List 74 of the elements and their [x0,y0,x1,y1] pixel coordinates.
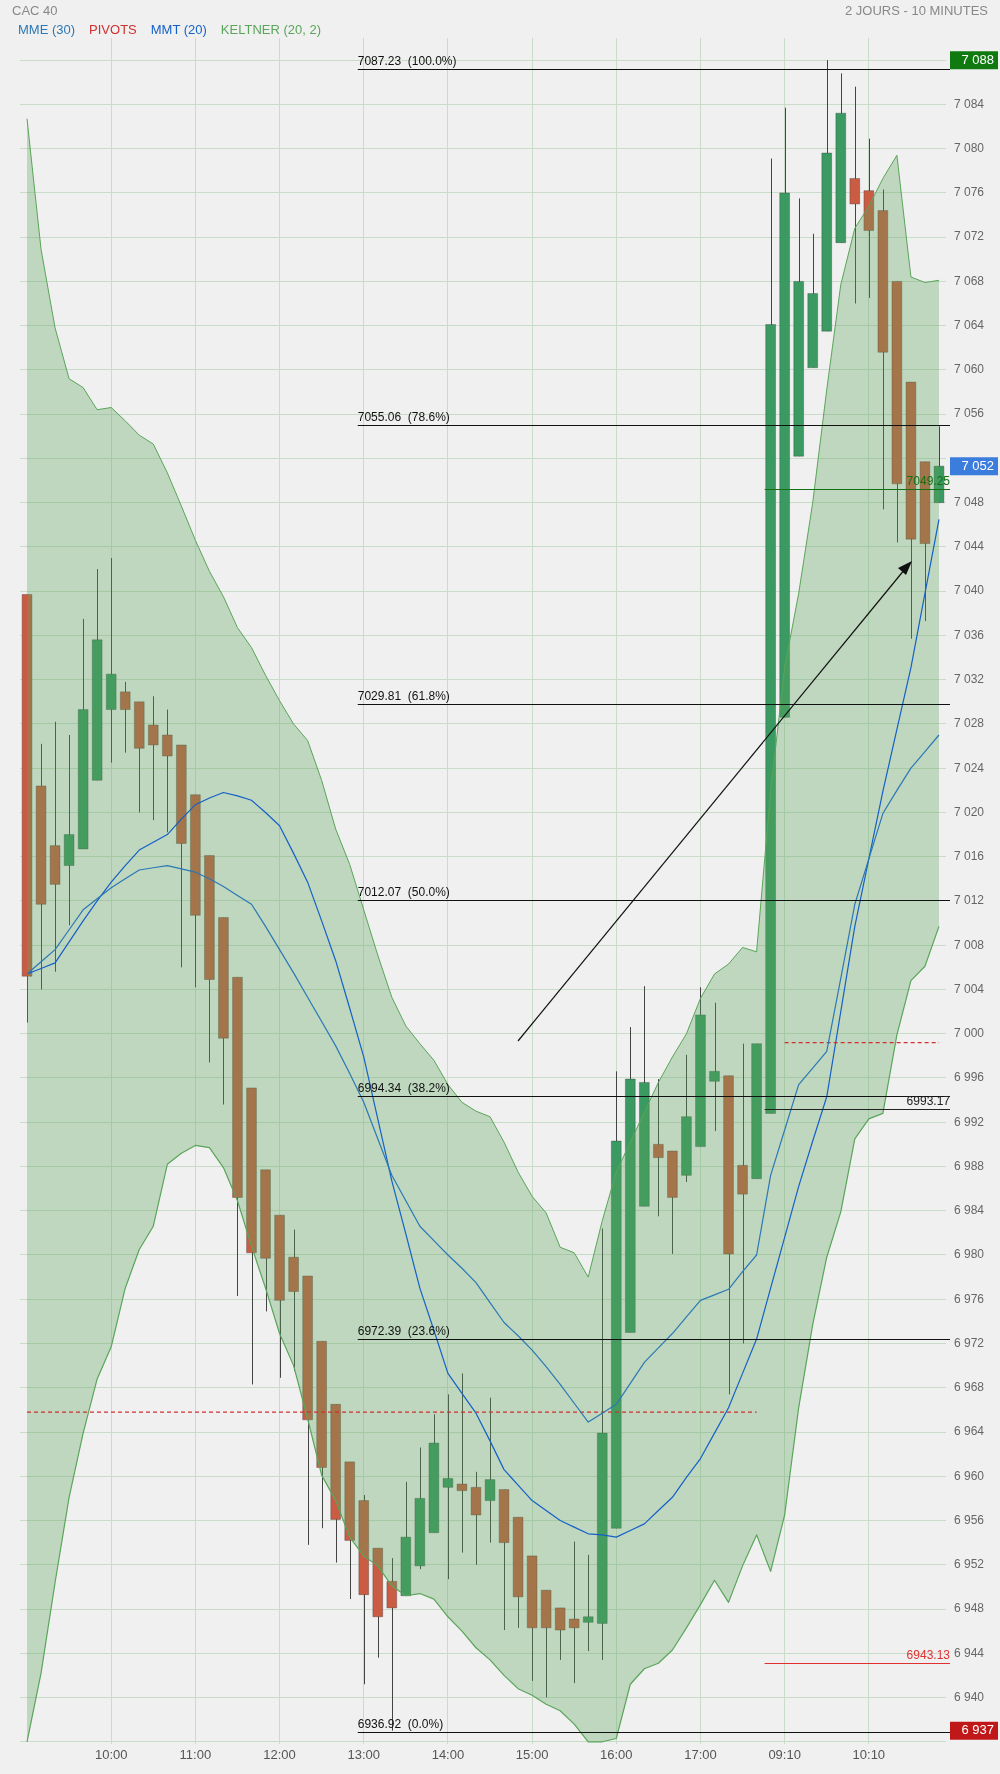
candlestick [849,86,861,305]
y-tick-label: 6 940 [954,1689,985,1704]
y-tick-label: 6 996 [954,1070,985,1085]
y-tick-label: 7 076 [954,185,985,200]
ref-line-label: 7012.07 (50.0%) [357,884,450,899]
text: 7 052 [961,457,994,473]
text: 7 088 [961,51,994,67]
y-tick-label: 6 952 [954,1557,985,1572]
y-tick-label: 6 968 [954,1380,985,1395]
x-tick-label: 13:00 [347,1747,381,1763]
y-tick-label: 7 080 [954,140,985,155]
y-tick-label: 7 004 [954,981,985,996]
x-tick-label: 14:00 [431,1747,465,1763]
text: 6 937 [961,1722,994,1738]
x-tick-label: 16:00 [600,1747,633,1763]
y-tick-label: 7 044 [954,539,985,554]
x-tick-label: 12:00 [263,1747,296,1763]
y-tick-label: 7 000 [954,1026,985,1041]
candlestick [737,1043,748,1344]
y-tick-label: 6 984 [954,1203,985,1218]
y-tick-label: 7 032 [954,672,985,686]
y-tick-label: 7 012 [954,893,985,908]
text: KELTNER (20, 2) [220,22,322,37]
candlestick [162,709,173,833]
candlestick [709,1002,720,1132]
y-tick-label: 6 960 [954,1468,985,1483]
text: MME (30) [18,22,76,37]
y-tick-label: 7 064 [954,317,985,332]
candlestick [120,681,131,754]
text: 2 JOURS - 10 MINUTES [844,3,988,18]
y-tick-label: 7 056 [954,406,985,421]
candlestick [442,1393,454,1580]
ref-line-label: 7087.23 (100.0%) [357,53,457,68]
candlestick [568,1541,580,1684]
y-tick-label: 6 972 [954,1335,985,1350]
candlestick [456,1372,468,1554]
y-tick-label: 7 020 [954,804,985,819]
y-tick-label: 7 028 [954,716,985,731]
y-tick-label: 7 060 [954,362,985,377]
candlestick [583,1554,594,1652]
candlestick [554,1607,566,1661]
x-tick-label: 09:10 [768,1747,801,1763]
y-tick-label: 6 948 [954,1601,985,1616]
text: MMT (20) [150,22,207,37]
ref-line-label: 6943.13 [906,1647,951,1662]
y-tick-label: 7 084 [954,96,985,111]
y-tick-label: 7 008 [954,937,985,952]
y-tick-label: 6 964 [954,1424,985,1439]
text: PIVOTS [89,22,137,37]
y-tick-label: 6 956 [954,1512,985,1527]
y-tick-label: 7 048 [954,494,985,509]
y-tick-label: 7 036 [954,627,985,642]
y-tick-label: 6 976 [954,1291,985,1306]
x-tick-label: 15:00 [515,1747,549,1763]
candlestick [148,695,159,821]
ref-line-label: 6993.17 [906,1093,951,1108]
y-tick-label: 7 068 [954,273,985,288]
candlestick [484,1397,496,1544]
y-tick-label: 7 040 [954,583,985,598]
y-tick-label: 6 988 [954,1158,985,1173]
x-tick-label: 17:00 [684,1747,717,1763]
ref-line-label: 7029.81 (61.8%) [357,688,450,703]
ref-line-label: 7055.06 (78.6%) [357,409,450,424]
y-tick-label: 7 072 [954,229,985,244]
chart-title: CAC 40 [12,3,58,18]
y-tick-label: 6 992 [954,1114,985,1129]
y-tick-label: 6 980 [954,1247,985,1262]
y-tick-label: 7 024 [954,760,985,775]
y-tick-label: 6 944 [954,1645,985,1660]
x-tick-label: 10:10 [852,1747,886,1763]
x-tick-label: 10:00 [94,1747,128,1763]
y-tick-label: 7 016 [954,849,985,864]
candlestick [653,1078,664,1217]
x-tick-label: 11:00 [179,1747,212,1763]
